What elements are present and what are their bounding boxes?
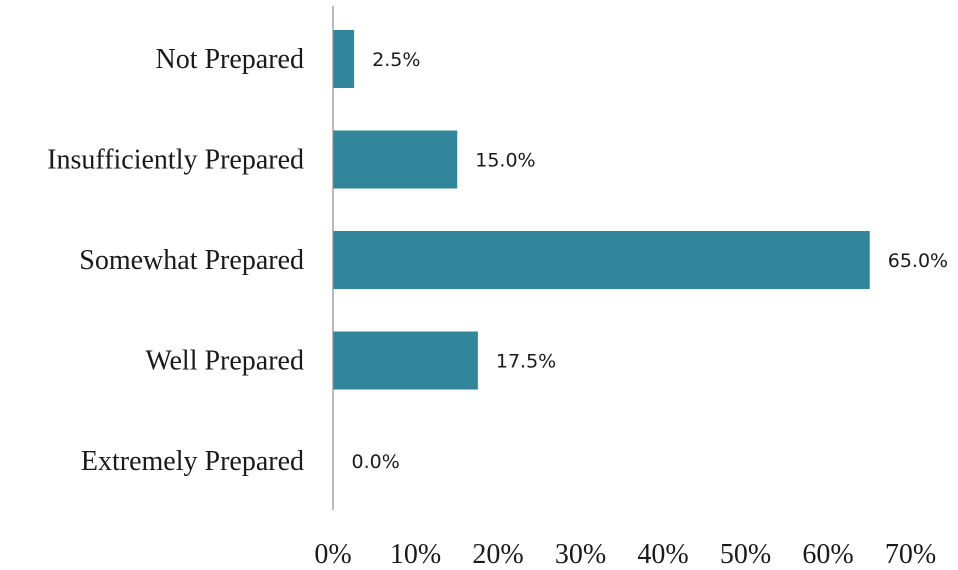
x-tick-label: 0% xyxy=(314,539,351,570)
category-label: Insufficiently Prepared xyxy=(47,145,304,176)
x-tick-label: 40% xyxy=(637,539,688,570)
x-tick-label: 20% xyxy=(472,539,523,570)
x-tick-label: 50% xyxy=(720,539,771,570)
data-label: 17.5% xyxy=(496,351,556,373)
bar xyxy=(333,331,478,390)
data-label: 15.0% xyxy=(475,150,535,172)
labels-group: Not Prepared 2.5% Insufficiently Prepared 1… xyxy=(47,44,948,570)
bar xyxy=(333,30,355,88)
data-label: 0.0% xyxy=(352,451,400,473)
x-tick-label: 10% xyxy=(390,539,441,570)
data-label: 2.5% xyxy=(372,49,420,71)
data-label: 65.0% xyxy=(888,250,948,272)
x-tick-label: 30% xyxy=(555,539,606,570)
category-label: Somewhat Prepared xyxy=(79,245,304,276)
x-tick-label: 60% xyxy=(802,539,853,570)
bar xyxy=(333,231,870,289)
bars-group xyxy=(333,30,870,390)
category-label: Not Prepared xyxy=(155,44,304,75)
bar xyxy=(333,130,458,189)
category-label: Well Prepared xyxy=(145,346,304,377)
category-label: Extremely Prepared xyxy=(81,446,304,477)
x-tick-label: 70% xyxy=(885,539,936,570)
